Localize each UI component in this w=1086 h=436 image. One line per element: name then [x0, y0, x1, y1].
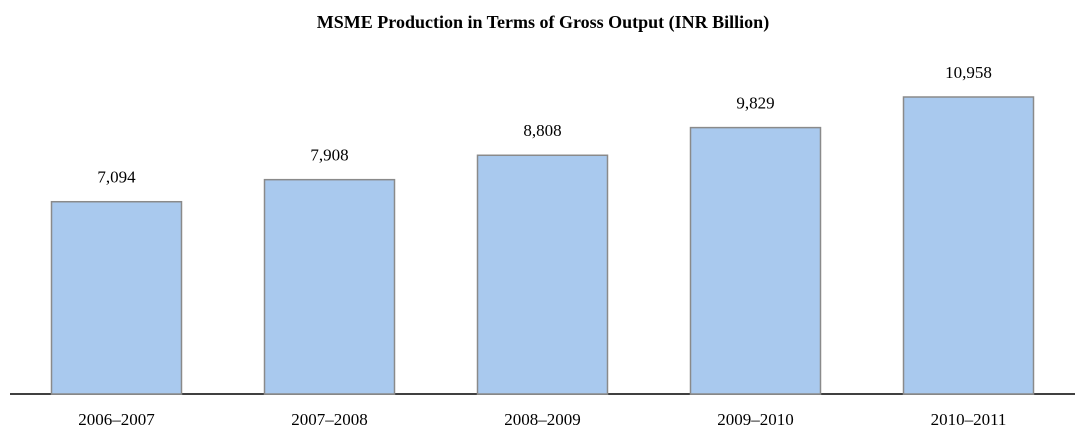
- bar: [902, 96, 1035, 395]
- value-label: 9,829: [736, 94, 774, 113]
- bar: [50, 200, 183, 395]
- x-tick-label: 2007–2008: [291, 410, 368, 429]
- x-tick-label: 2008–2009: [504, 410, 581, 429]
- bar: [263, 178, 396, 395]
- x-tick-label: 2006–2007: [78, 410, 155, 429]
- bar: [689, 126, 822, 395]
- x-tick-label: 2009–2010: [717, 410, 794, 429]
- value-label: 10,958: [945, 63, 992, 82]
- value-label: 7,908: [310, 146, 348, 165]
- bar: [476, 154, 609, 395]
- value-label: 8,808: [523, 121, 561, 140]
- value-label: 7,094: [97, 168, 136, 187]
- x-tick-label: 2010–2011: [931, 410, 1007, 429]
- chart-title: MSME Production in Terms of Gross Output…: [317, 12, 769, 33]
